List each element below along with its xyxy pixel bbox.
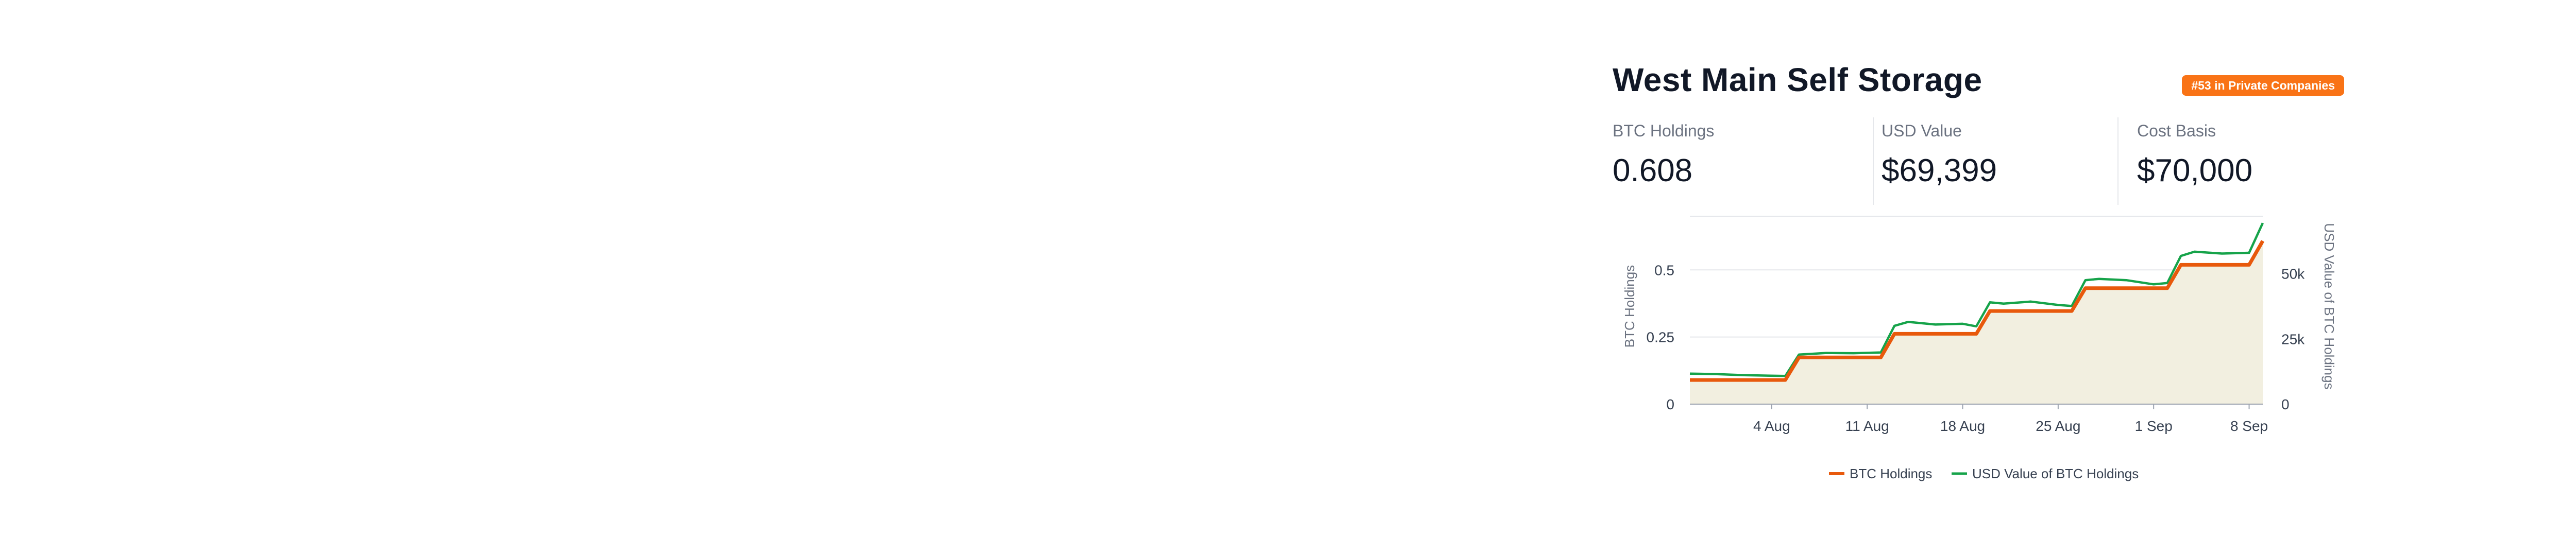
holdings-chart: 4 Aug 11 Aug 18 Aug 25 Aug 1 Sep 8 Sep 0 0.25 0.…	[1613, 211, 2344, 505]
x-tick-label-3: 25 Aug	[2036, 418, 2080, 434]
card-header: West Main Self Storage #53 in Private Co…	[1613, 51, 2344, 103]
holdings-chart-svg: 4 Aug 11 Aug 18 Aug 25 Aug 1 Sep 8 Sep 0 0.25 0.…	[1622, 216, 2337, 481]
y-left-axis-title: BTC Holdings	[1622, 265, 1637, 348]
series-layer	[1689, 222, 2265, 382]
stat-label-btc-holdings: BTC Holdings	[1613, 121, 1715, 140]
stat-label-cost-basis: Cost Basis	[2137, 121, 2216, 140]
chart-legend: BTC Holdings USD Value of BTC Holdings	[1829, 466, 2139, 481]
y-right-tick-label-2: 50k	[2281, 266, 2305, 282]
y-left-tick-label-1: 0.25	[1647, 329, 1675, 345]
stat-usd-value: USD Value $69,399	[1873, 117, 2117, 205]
legend-btc-holdings-label: BTC Holdings	[1850, 466, 1932, 481]
legend-usd-value-label: USD Value of BTC Holdings	[1972, 466, 2139, 481]
axis-layer: 4 Aug 11 Aug 18 Aug 25 Aug 1 Sep 8 Sep 0 0.25 0.…	[1622, 223, 2337, 434]
stat-value-cost-basis: $70,000	[2137, 153, 2253, 188]
y-right-tick-label-0: 0	[2281, 396, 2290, 412]
y-right-tick-label-1: 25k	[2281, 331, 2305, 347]
x-tick-label-5: 8 Sep	[2230, 418, 2268, 434]
x-tick-label-2: 18 Aug	[1940, 418, 1985, 434]
stat-btc-holdings: BTC Holdings 0.608	[1613, 117, 1873, 205]
y-right-axis-title: USD Value of BTC Holdings	[2321, 223, 2337, 389]
x-tick-label-0: 4 Aug	[1753, 418, 1790, 434]
company-title: West Main Self Storage	[1613, 61, 1982, 98]
x-tick-label-1: 11 Aug	[1845, 418, 1889, 434]
stat-value-usd-value: $69,399	[1882, 153, 1997, 188]
stat-value-btc-holdings: 0.608	[1613, 153, 1693, 188]
stat-label-usd-value: USD Value	[1882, 121, 1962, 140]
stats-row: BTC Holdings 0.608 USD Value $69,399 Cos…	[1613, 117, 2344, 205]
y-left-tick-label-2: 0.5	[1654, 262, 1674, 278]
company-card: West Main Self Storage #53 in Private Co…	[1613, 51, 2344, 505]
usd-value-series-line	[1689, 222, 2264, 377]
btc-holdings-series-line	[1690, 240, 2265, 382]
stat-cost-basis: Cost Basis $70,000	[2117, 117, 2344, 205]
x-tick-label-4: 1 Sep	[2135, 418, 2173, 434]
y-left-tick-label-0: 0	[1666, 396, 1674, 412]
rank-badge[interactable]: #53 in Private Companies	[2182, 75, 2344, 96]
area-layer	[1690, 241, 2263, 404]
btc-holdings-area	[1690, 241, 2263, 404]
